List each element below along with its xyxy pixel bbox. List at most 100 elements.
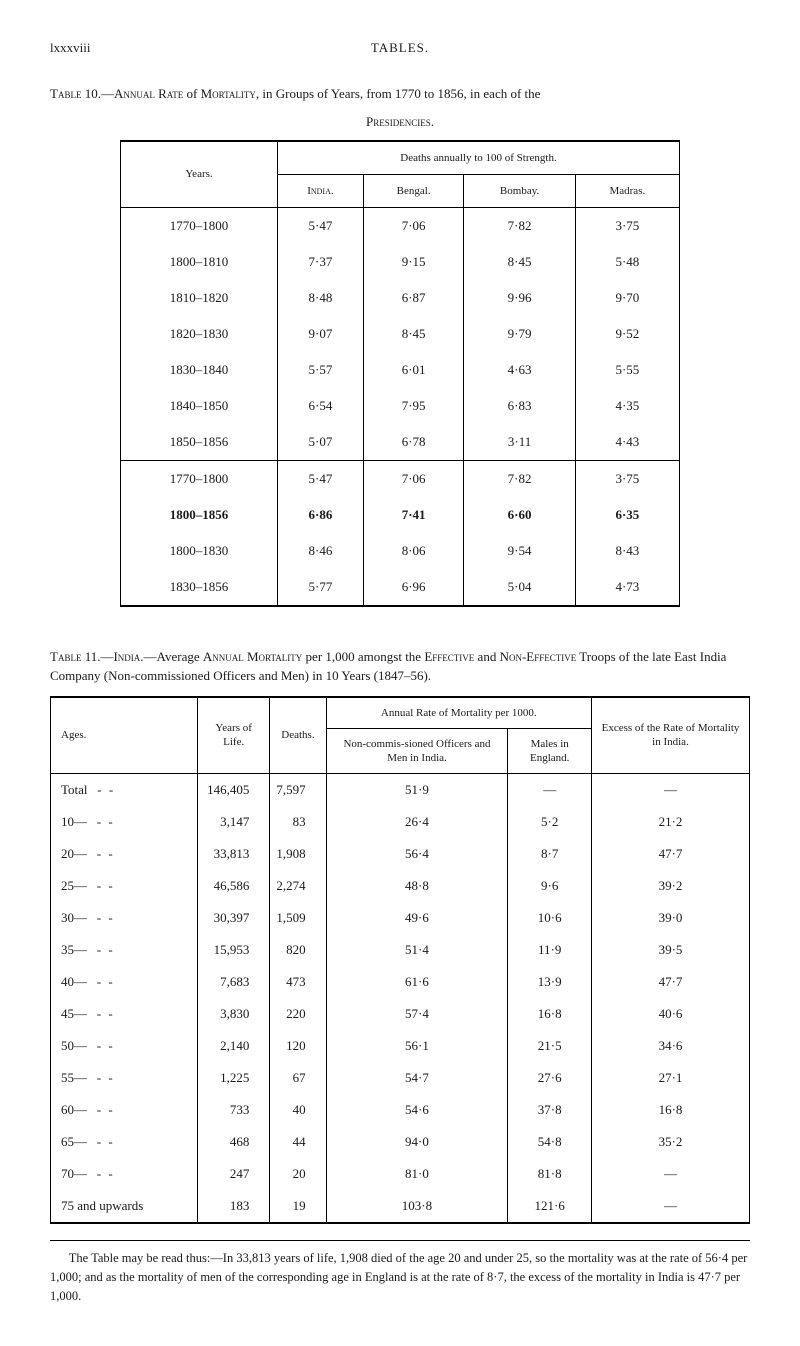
cell-rate-india: 94·0 xyxy=(326,1126,508,1158)
cell-madras: 3·75 xyxy=(575,460,679,497)
cell-ages: 20— - - xyxy=(51,838,198,870)
table10-head-bombay: Bombay. xyxy=(464,174,575,207)
footnote: The Table may be read thus:—In 33,813 ye… xyxy=(50,1240,750,1305)
cell-years: 1840–1850 xyxy=(121,388,278,424)
cell-yol: 146,405 xyxy=(198,774,270,807)
cell-rate-eng: 16·8 xyxy=(508,998,592,1030)
table-row: 65— - -4684494·054·835·2 xyxy=(51,1126,750,1158)
page-header-label: TABLES. xyxy=(371,40,429,56)
cell-ages: 10— - - xyxy=(51,806,198,838)
cell-bombay: 8·45 xyxy=(464,244,575,280)
table-row: 70— - -2472081·081·8— xyxy=(51,1158,750,1190)
cell-bengal: 6·78 xyxy=(363,424,464,461)
cell-years: 1850–1856 xyxy=(121,424,278,461)
cell-rate-eng: 10·6 xyxy=(508,902,592,934)
cell-bengal: 6·01 xyxy=(363,352,464,388)
cell-ages: Total - - xyxy=(51,774,198,807)
cell-bengal: 8·45 xyxy=(363,316,464,352)
cell-yol: 2,140 xyxy=(198,1030,270,1062)
cell-years: 1800–1830 xyxy=(121,533,278,569)
table10-caption: Table 10.—Annual Rate of Mortality, in G… xyxy=(50,84,750,104)
cell-rate-eng: 37·8 xyxy=(508,1094,592,1126)
cell-excess: 47·7 xyxy=(592,838,750,870)
table10-caption-prefix: Table 10.— xyxy=(50,86,114,101)
cell-deaths: 40 xyxy=(270,1094,326,1126)
cell-excess: — xyxy=(592,1190,750,1223)
table11-head-yol: Years of Life. xyxy=(198,697,270,774)
table-row: 45— - -3,83022057·416·840·6 xyxy=(51,998,750,1030)
cell-yol: 183 xyxy=(198,1190,270,1223)
cell-india: 8·46 xyxy=(278,533,364,569)
table10: Years. Deaths annually to 100 of Strengt… xyxy=(120,140,680,607)
cell-madras: 5·48 xyxy=(575,244,679,280)
cell-rate-eng: 54·8 xyxy=(508,1126,592,1158)
table-row: 1800–18308·468·069·548·43 xyxy=(121,533,680,569)
cell-ages: 40— - - xyxy=(51,966,198,998)
cell-rate-eng: 121·6 xyxy=(508,1190,592,1223)
cell-ages: 70— - - xyxy=(51,1158,198,1190)
cell-ages: 30— - - xyxy=(51,902,198,934)
cell-bengal: 7·41 xyxy=(363,497,464,533)
cell-bombay: 4·63 xyxy=(464,352,575,388)
table11-caption-sc2: Annual Mortality xyxy=(203,649,302,664)
cell-deaths: 120 xyxy=(270,1030,326,1062)
cell-bengal: 7·95 xyxy=(363,388,464,424)
cell-bombay: 6·83 xyxy=(464,388,575,424)
table-row: 30— - -30,3971,50949·610·639·0 xyxy=(51,902,750,934)
cell-madras: 5·55 xyxy=(575,352,679,388)
cell-india: 6·54 xyxy=(278,388,364,424)
cell-madras: 8·43 xyxy=(575,533,679,569)
cell-yol: 1,225 xyxy=(198,1062,270,1094)
table10-head-deaths: Deaths annually to 100 of Strength. xyxy=(278,141,680,175)
table11-caption-mid1: .—Average xyxy=(140,649,203,664)
table11-head-ages: Ages. xyxy=(51,697,198,774)
cell-excess: 39·0 xyxy=(592,902,750,934)
cell-deaths: 20 xyxy=(270,1158,326,1190)
table-row: 75 and upwards18319103·8121·6— xyxy=(51,1190,750,1223)
table10-subcaption: Presidencies. xyxy=(50,114,750,130)
cell-rate-eng: 81·8 xyxy=(508,1158,592,1190)
table-row: 10— - -3,1478326·45·221·2 xyxy=(51,806,750,838)
table10-caption-rest: , in Groups of Years, from 1770 to 1856,… xyxy=(256,86,541,101)
cell-bengal: 9·15 xyxy=(363,244,464,280)
table-row: 1810–18208·486·879·969·70 xyxy=(121,280,680,316)
table10-head-madras: Madras. xyxy=(575,174,679,207)
table-row: 60— - -7334054·637·816·8 xyxy=(51,1094,750,1126)
table-row: Total - -146,4057,59751·9—— xyxy=(51,774,750,807)
cell-india: 5·07 xyxy=(278,424,364,461)
cell-rate-india: 49·6 xyxy=(326,902,508,934)
cell-yol: 33,813 xyxy=(198,838,270,870)
cell-excess: 47·7 xyxy=(592,966,750,998)
cell-excess: 39·5 xyxy=(592,934,750,966)
cell-deaths: 2,274 xyxy=(270,870,326,902)
cell-india: 5·47 xyxy=(278,460,364,497)
table-row: 1770–18005·477·067·823·75 xyxy=(121,460,680,497)
cell-bombay: 7·82 xyxy=(464,207,575,244)
page-number: lxxxviii xyxy=(50,40,90,56)
table-row: 1830–18405·576·014·635·55 xyxy=(121,352,680,388)
cell-rate-eng: 9·6 xyxy=(508,870,592,902)
cell-rate-eng: — xyxy=(508,774,592,807)
cell-excess: 40·6 xyxy=(592,998,750,1030)
table11-head-noncom: Non-commis-sioned Officers and Men in In… xyxy=(326,728,508,774)
table-row: 50— - -2,14012056·121·534·6 xyxy=(51,1030,750,1062)
cell-bengal: 7·06 xyxy=(363,460,464,497)
table11-caption-sc4: Non-Effective xyxy=(500,649,577,664)
cell-ages: 55— - - xyxy=(51,1062,198,1094)
table11: Ages. Years of Life. Deaths. Annual Rate… xyxy=(50,696,750,1225)
cell-excess: 21·2 xyxy=(592,806,750,838)
cell-yol: 247 xyxy=(198,1158,270,1190)
cell-yol: 733 xyxy=(198,1094,270,1126)
cell-bombay: 3·11 xyxy=(464,424,575,461)
cell-years: 1830–1840 xyxy=(121,352,278,388)
cell-ages: 25— - - xyxy=(51,870,198,902)
cell-excess: 35·2 xyxy=(592,1126,750,1158)
cell-rate-india: 48·8 xyxy=(326,870,508,902)
cell-yol: 3,147 xyxy=(198,806,270,838)
cell-bombay: 9·54 xyxy=(464,533,575,569)
table11-head-annual: Annual Rate of Mortality per 1000. xyxy=(326,697,591,729)
cell-india: 6·86 xyxy=(278,497,364,533)
cell-india: 7·37 xyxy=(278,244,364,280)
cell-rate-india: 57·4 xyxy=(326,998,508,1030)
table11-caption-sc3: Effective xyxy=(424,649,474,664)
